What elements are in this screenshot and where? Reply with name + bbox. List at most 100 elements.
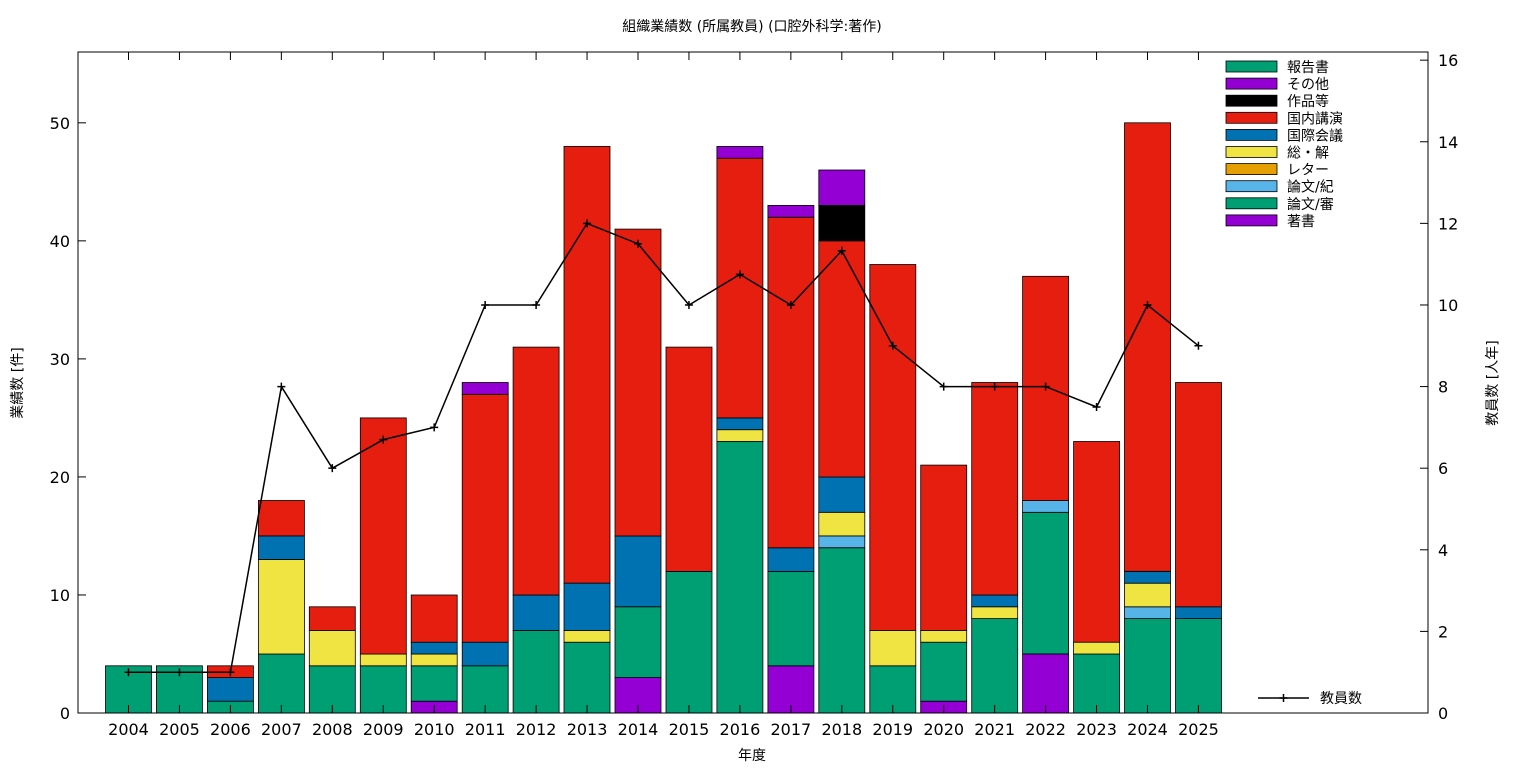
y-axis-label: 業績数 [件]	[10, 347, 26, 418]
x-tick-label: 2025	[1178, 720, 1219, 739]
bar-2018-作品等	[818, 204, 866, 242]
x-tick-label: 2013	[567, 720, 608, 739]
bar-2018-国際会議	[818, 476, 866, 513]
x-tick-label: 2017	[770, 720, 811, 739]
legend-line-label: 教員数	[1320, 691, 1362, 707]
chart-title: 組織業績数 (所属教員) (口腔外科学:著作)	[622, 19, 881, 35]
line-point-2025	[1194, 341, 1203, 350]
bar-2022-論文-審	[1022, 511, 1069, 655]
legend-swatch-国際会議	[1225, 128, 1278, 141]
x-tick-label: 2009	[363, 720, 404, 739]
x-tick-label: 2016	[720, 720, 761, 739]
x-tick-label: 2007	[261, 720, 302, 739]
bar-2016-総-解	[716, 429, 764, 442]
y2-tick-label: 4	[1438, 541, 1448, 560]
line-point-2009	[379, 435, 388, 444]
y2-tick-label: 16	[1438, 51, 1458, 70]
bar-2011-国内講演	[461, 393, 509, 643]
bar-2017-国内講演	[767, 216, 815, 549]
bar-2014-国内講演	[614, 228, 662, 537]
line-point-2004	[124, 668, 133, 677]
line-point-2018	[837, 246, 846, 255]
bar-2012-国内講演	[512, 346, 560, 596]
y-tick-label: 40	[50, 232, 70, 251]
line-layer	[124, 219, 1203, 677]
x-tick-label: 2015	[669, 720, 710, 739]
bar-2019-国内講演	[869, 264, 917, 631]
y2-tick-label: 2	[1438, 622, 1448, 641]
bar-2019-総-解	[869, 630, 917, 667]
bar-2024-国内講演	[1124, 122, 1171, 572]
bars-layer	[105, 122, 1222, 714]
bar-2007-国内講演	[257, 500, 305, 537]
bar-2013-総-解	[563, 630, 611, 643]
line-point-2008	[328, 464, 337, 473]
bar-2006-国際会議	[206, 677, 254, 702]
line-point-2010	[430, 423, 439, 432]
bar-2010-国内講演	[410, 594, 458, 643]
x-tick-label: 2006	[210, 720, 251, 739]
y2-tick-label: 12	[1438, 214, 1458, 233]
bar-2021-国内講演	[971, 382, 1019, 596]
bar-2016-その他	[716, 145, 764, 159]
bar-2020-論文-審	[920, 641, 968, 702]
x-tick-label: 2018	[821, 720, 862, 739]
bar-2018-論文-審	[818, 547, 866, 714]
y2-tick-label: 0	[1438, 704, 1448, 723]
bar-2009-総-解	[359, 653, 407, 667]
bar-2017-その他	[767, 204, 815, 218]
legend-swatch-その他	[1225, 77, 1278, 90]
x-tick-label: 2014	[618, 720, 659, 739]
bar-2011-国際会議	[461, 641, 509, 667]
legend-swatch-報告書	[1225, 60, 1278, 73]
legend-swatch-論文-審	[1225, 197, 1278, 210]
bar-2009-国内講演	[359, 417, 407, 655]
line-teachers	[128, 222, 1199, 673]
x-tick-label: 2024	[1127, 720, 1168, 739]
bar-2025-論文-審	[1175, 618, 1222, 714]
line-point-2016	[735, 270, 744, 279]
x-tick-label: 2023	[1076, 720, 1117, 739]
legend-label-総-解: 総・解	[1287, 146, 1329, 162]
bar-2021-国際会議	[971, 594, 1019, 608]
bar-2008-総-解	[308, 630, 356, 667]
axes-layer: 0 10 20 30 40 50 0 2 4 6 8 10 12 14 16 2004 2005 2006 2007…	[50, 51, 1459, 739]
bar-2020-国内講演	[920, 464, 968, 631]
bar-2024-総-解	[1124, 582, 1171, 608]
line-point-2015	[684, 300, 693, 309]
bar-2007-論文-審	[257, 653, 305, 714]
bar-2015-国内講演	[665, 346, 713, 572]
bar-2013-国内講演	[563, 145, 611, 584]
x-tick-label: 2008	[312, 720, 353, 739]
bar-2018-総-解	[818, 511, 866, 537]
x-tick-label: 2012	[516, 720, 557, 739]
bar-2020-総-解	[920, 630, 968, 643]
line-point-2006	[226, 668, 235, 677]
bar-2017-論文-審	[767, 571, 815, 667]
legend-line-marker	[1279, 694, 1288, 702]
bar-2014-国際会議	[614, 535, 662, 608]
legend-label-論文-審: 論文/審	[1287, 197, 1334, 213]
bar-2012-論文-審	[512, 630, 560, 714]
line-point-2021	[990, 382, 999, 391]
x-tick-label: 2020	[923, 720, 964, 739]
bar-2025-国際会議	[1175, 606, 1222, 619]
y-tick-label: 50	[50, 114, 70, 133]
line-point-2024	[1143, 300, 1152, 309]
bar-2017-国際会議	[767, 547, 815, 572]
bar-2016-国内講演	[716, 157, 764, 419]
y-tick-label: 0	[60, 704, 70, 723]
legend-swatch-レター	[1225, 163, 1278, 176]
x-tick-label: 2022	[1025, 720, 1066, 739]
bar-2021-論文-審	[971, 618, 1019, 714]
legend-label-論文-紀: 論文/紀	[1287, 180, 1334, 196]
x-tick-label: 2005	[159, 720, 200, 739]
line-point-2005	[175, 668, 184, 677]
bar-2024-論文-審	[1124, 618, 1171, 714]
x-tick-label: 2019	[872, 720, 913, 739]
x-tick-label: 2004	[108, 720, 149, 739]
x-tick-label: 2011	[465, 720, 506, 739]
line-point-2017	[786, 300, 795, 309]
line-point-2007	[277, 382, 286, 391]
